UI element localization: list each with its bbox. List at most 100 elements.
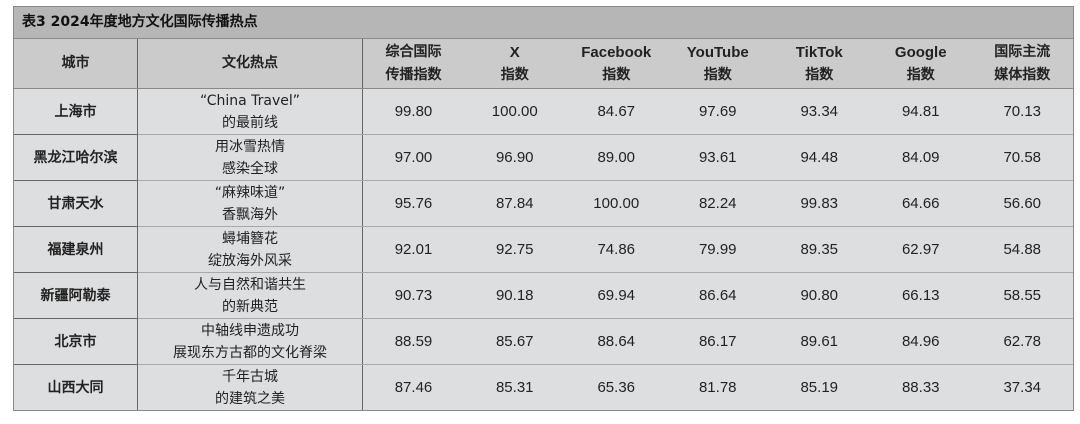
index-value-cell: 97.00 xyxy=(362,134,464,181)
hotspot-line: 展现东方古都的文化脊梁 xyxy=(173,344,327,361)
header-line: YouTube xyxy=(686,43,749,61)
hotspot-line: 的最前线 xyxy=(222,114,278,131)
city-cell: 上海市 xyxy=(14,88,138,135)
index-value-cell: 70.58 xyxy=(971,134,1073,181)
index-value-cell: 86.17 xyxy=(667,318,769,365)
index-value-cell: 100.00 xyxy=(464,88,566,135)
culture-hotspot-table: 表3 2024年度地方文化国际传播热点 城市 文化热点 综合国际 传播指数 X 指数 Fac… xyxy=(13,6,1074,411)
hotspot-cell: “麻辣味道” 香飘海外 xyxy=(137,180,363,227)
index-value-cell: 97.69 xyxy=(667,88,769,135)
header-line: 指数 xyxy=(500,66,529,83)
header-line: 城市 xyxy=(61,55,90,71)
table-row: 山西大同 千年古城 的建筑之美 87.46 85.31 65.36 81.78 85.19 8… xyxy=(14,364,1073,410)
hotspot-line: 香飘海外 xyxy=(222,206,278,223)
header-line: TikTok xyxy=(795,43,843,61)
header-line: Facebook xyxy=(581,43,652,61)
column-header: 城市 xyxy=(14,39,138,89)
hotspot-line: “China Travel” xyxy=(199,92,301,109)
city-cell: 新疆阿勒泰 xyxy=(14,272,138,319)
index-value-cell: 88.33 xyxy=(901,378,940,396)
index-value-cell: 90.80 xyxy=(768,272,870,319)
city-cell: 山西大同 xyxy=(14,364,138,410)
index-value-cell: 70.13 xyxy=(971,88,1073,135)
index-value-cell: 94.48 xyxy=(768,134,870,181)
hotspot-line: 蟳埔簪花 xyxy=(222,230,278,247)
index-value-cell: 84.67 xyxy=(565,88,667,135)
index-value-cell: 66.13 xyxy=(870,272,972,319)
index-value-cell: 96.90 xyxy=(464,134,566,181)
index-value-cell: 82.24 xyxy=(667,180,769,227)
column-header: 综合国际 传播指数 xyxy=(362,39,464,89)
city-cell: 甘肃天水 xyxy=(14,180,138,227)
index-value-cell: 58.55 xyxy=(971,272,1073,319)
index-value-cell: 54.88 xyxy=(971,226,1073,273)
header-line: 文化热点 xyxy=(222,55,278,71)
table-row: 新疆阿勒泰 人与自然和谐共生 的新典范 90.73 90.18 69.94 86.64 90… xyxy=(14,272,1073,319)
header-line: 综合国际 xyxy=(385,43,442,60)
hotspot-line: 中轴线申遗成功 xyxy=(201,322,299,339)
index-value-cell: 62.78 xyxy=(971,318,1073,365)
index-value-cell: 56.60 xyxy=(971,180,1073,227)
index-value-cell: 95.76 xyxy=(362,180,464,227)
index-value-cell: 87.46 xyxy=(394,378,433,396)
index-value-cell: 85.19 xyxy=(800,378,839,396)
index-value-cell: 81.78 xyxy=(698,378,737,396)
index-value-cell: 89.61 xyxy=(768,318,870,365)
hotspot-line: 用冰雪热情 xyxy=(215,138,285,155)
hotspot-line: 千年古城 xyxy=(222,368,278,385)
index-value-cell: 87.84 xyxy=(464,180,566,227)
hotspot-cell: 千年古城 的建筑之美 xyxy=(137,364,363,410)
index-value-cell: 90.18 xyxy=(464,272,566,319)
index-value-cell: 99.80 xyxy=(362,88,464,135)
index-value-cell: 65.36 xyxy=(597,378,636,396)
index-value-cell: 74.86 xyxy=(565,226,667,273)
hotspot-line: 绽放海外风采 xyxy=(208,252,292,269)
hotspot-line: 感染全球 xyxy=(222,160,278,177)
index-value-cell: 92.75 xyxy=(464,226,566,273)
index-value-cell: 94.81 xyxy=(870,88,972,135)
data-table: 城市 文化热点 综合国际 传播指数 X 指数 Facebook 指数 YouTube 指数 TikT… xyxy=(14,39,1073,410)
index-value-cell: 84.09 xyxy=(870,134,972,181)
hotspot-line: 的建筑之美 xyxy=(215,390,285,407)
index-value-cell: 79.99 xyxy=(667,226,769,273)
column-header: 文化热点 xyxy=(137,39,363,89)
index-value-cell: 93.61 xyxy=(667,134,769,181)
index-value-cell: 89.35 xyxy=(768,226,870,273)
index-value-cell: 64.66 xyxy=(870,180,972,227)
column-header: Facebook 指数 xyxy=(565,39,667,89)
index-value-cell: 86.64 xyxy=(667,272,769,319)
hotspot-line: 人与自然和谐共生 xyxy=(194,276,306,293)
hotspot-cell: 中轴线申遗成功展现东方古都的文化脊梁 xyxy=(137,318,363,365)
index-value-cell: 88.59 xyxy=(362,318,464,365)
city-cell: 黑龙江哈尔滨 xyxy=(14,134,138,181)
index-value-cell: 69.94 xyxy=(565,272,667,319)
column-header: YouTube 指数 xyxy=(667,39,769,89)
column-header: TikTok 指数 xyxy=(768,39,870,89)
city-cell: 北京市 xyxy=(14,318,138,365)
column-header: 国际主流 媒体指数 xyxy=(971,39,1073,89)
header-line: 媒体指数 xyxy=(994,66,1051,83)
table-title: 表3 2024年度地方文化国际传播热点 xyxy=(14,7,1073,39)
table-row: 上海市 “China Travel” 的最前线 99.80 100.00 84.67 97… xyxy=(14,88,1073,135)
header-line: 传播指数 xyxy=(385,66,442,83)
column-header: Google 指数 xyxy=(870,39,972,89)
header-line: 国际主流 xyxy=(994,43,1051,60)
index-value-cell: 84.96 xyxy=(870,318,972,365)
header-line: Google xyxy=(894,43,947,61)
index-value-cell: 92.01 xyxy=(362,226,464,273)
column-header: X 指数 xyxy=(464,39,566,89)
index-value-cell: 93.34 xyxy=(768,88,870,135)
table-row: 黑龙江哈尔滨 用冰雪热情 感染全球 97.00 96.90 89.00 93.61 94.4… xyxy=(14,134,1073,181)
table-row: 甘肃天水 “麻辣味道” 香飘海外 95.76 87.84 100.00 82.24 99.8… xyxy=(14,180,1073,227)
hotspot-cell: 蟳埔簪花绽放海外风采 xyxy=(137,226,363,273)
index-value-cell: 90.73 xyxy=(362,272,464,319)
header-line: X xyxy=(509,43,520,61)
hotspot-cell: 人与自然和谐共生 的新典范 xyxy=(137,272,363,319)
index-value-cell: 100.00 xyxy=(565,180,667,227)
city-cell: 福建泉州 xyxy=(14,226,138,273)
hotspot-line: “麻辣味道” xyxy=(214,184,286,201)
header-line: 指数 xyxy=(602,66,631,83)
header-row: 城市 文化热点 综合国际 传播指数 X 指数 Facebook 指数 YouTube 指数 TikT… xyxy=(14,39,1073,89)
header-line: 指数 xyxy=(906,66,935,83)
hotspot-line: 的新典范 xyxy=(222,298,278,315)
